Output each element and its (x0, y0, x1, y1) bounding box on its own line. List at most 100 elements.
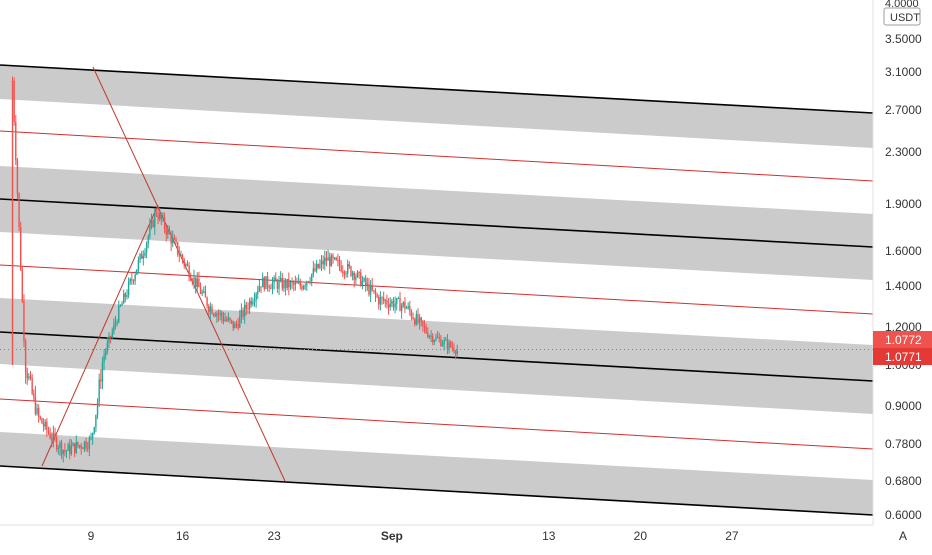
candle-body (260, 286, 262, 288)
channel-line (0, 465, 874, 516)
candle-body (418, 317, 421, 323)
candle-body (381, 297, 383, 299)
channel-band (0, 432, 873, 515)
time-axis[interactable]: 9 16 23 Sep 13 20 27 A (0, 524, 932, 550)
candle-body (155, 213, 158, 215)
auto-scale-button[interactable]: A (899, 529, 907, 543)
candle-body (289, 281, 292, 288)
time-tick-label: Sep (381, 529, 403, 543)
candle-body (188, 265, 190, 278)
candle-body (432, 335, 434, 342)
candle-body (445, 339, 447, 341)
price-tick-label: 0.6800 (885, 474, 922, 488)
candle-body (21, 269, 24, 302)
candle-body (301, 286, 303, 290)
candle-body (435, 336, 437, 341)
candle-body (346, 263, 349, 274)
candle-body (31, 377, 33, 394)
candle-body (227, 317, 230, 321)
candle-body (165, 228, 167, 235)
candle-body (261, 277, 264, 288)
candle-body (57, 447, 59, 449)
candle-body (72, 443, 74, 447)
candle-body (242, 309, 244, 317)
candle-body (237, 324, 239, 328)
candle-body (158, 213, 161, 220)
candle-body (106, 342, 109, 352)
candle-body (180, 254, 182, 256)
candle-body (378, 296, 380, 305)
candle-body (33, 393, 35, 397)
time-tick-label: 9 (88, 529, 95, 543)
candles (11, 76, 458, 463)
candle-body (23, 301, 25, 342)
price-tick-label: 0.7800 (885, 437, 922, 451)
candle-body (127, 282, 130, 296)
price-tick-label: 1.9000 (885, 197, 922, 211)
candle-body (248, 300, 251, 310)
candle-body (329, 257, 331, 267)
candle-body (201, 292, 203, 294)
candle-body (185, 264, 187, 266)
candle-body (379, 297, 382, 305)
candle-body (350, 266, 352, 276)
candle-body (69, 444, 71, 454)
plot-area[interactable] (0, 64, 874, 516)
candle-body (26, 372, 28, 379)
candle-body (342, 271, 344, 273)
candle-body (436, 336, 439, 338)
candle-body (209, 306, 212, 312)
currency-badge[interactable]: USDT (883, 7, 921, 26)
candle-body (15, 121, 17, 161)
candle-body (270, 288, 272, 290)
price-tag: 1.0772 (873, 331, 932, 348)
candle-body (13, 81, 15, 122)
time-tick-label: 13 (542, 529, 556, 543)
candle-body (299, 282, 301, 287)
candle-body (337, 259, 339, 261)
candle-body (361, 280, 364, 286)
candle-body (307, 281, 310, 283)
candle-body (245, 304, 248, 309)
candle-body (129, 279, 131, 283)
candle-body (382, 297, 385, 301)
candle-body (325, 257, 328, 261)
candle-body (170, 233, 172, 244)
price-tag-box (873, 331, 932, 348)
candle-body (309, 281, 311, 283)
channel-line (0, 198, 874, 248)
candle-body (121, 303, 123, 306)
candle-body (60, 442, 63, 455)
candle-body (149, 225, 151, 237)
price-tick-label: 1.4000 (885, 279, 922, 293)
candle-body (80, 445, 82, 449)
candle-body (314, 268, 316, 271)
channel-line (0, 331, 874, 382)
candle-body (232, 320, 234, 329)
candle-body (396, 298, 398, 304)
candle-body (296, 282, 298, 284)
candle-body (111, 331, 113, 338)
candle-body (230, 319, 233, 321)
candle-body (211, 306, 213, 314)
candle-body (163, 217, 166, 229)
candle-body (219, 312, 221, 315)
price-axis[interactable]: 3.5000 3.1000 2.7000 2.3000 1.9000 1.6000 1.40… (872, 0, 932, 525)
candle-body (427, 332, 429, 337)
candle-body (430, 335, 432, 337)
price-tick-label: 4.0000 (885, 0, 919, 10)
candle-body (83, 441, 86, 449)
candle-body (226, 319, 228, 321)
candle-body (119, 305, 122, 307)
candle-body (456, 349, 458, 354)
candle-body (114, 322, 117, 325)
candle-body (374, 290, 377, 296)
candle-body (160, 213, 163, 220)
channel-midline (0, 130, 874, 182)
candle-body (363, 278, 365, 281)
candle-body (351, 272, 354, 276)
candle-body (391, 301, 393, 304)
candle-body (258, 286, 261, 292)
